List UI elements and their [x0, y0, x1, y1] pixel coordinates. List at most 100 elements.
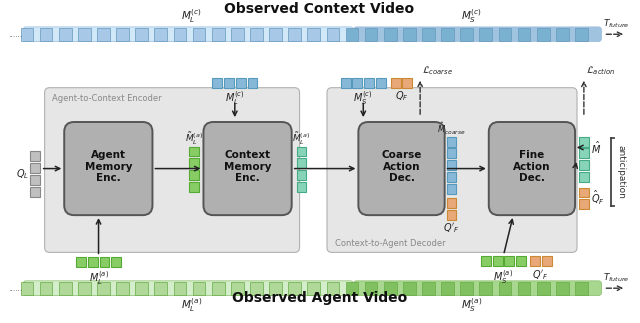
Bar [224, 78, 234, 88]
Bar [579, 137, 589, 147]
Text: $M_L^{(c)}$: $M_L^{(c)}$ [181, 7, 202, 25]
FancyBboxPatch shape [45, 88, 300, 252]
Bar [296, 158, 307, 168]
Bar [579, 188, 589, 197]
Bar [154, 28, 167, 41]
Bar [173, 28, 186, 41]
Text: $T_{future}$: $T_{future}$ [604, 18, 630, 30]
Bar [364, 78, 374, 88]
Bar [447, 198, 456, 208]
Text: $M_S^{(c)}$: $M_S^{(c)}$ [461, 7, 481, 25]
FancyBboxPatch shape [23, 27, 353, 42]
Text: Memory: Memory [84, 162, 132, 172]
Text: Context: Context [225, 150, 271, 160]
Bar [447, 172, 456, 182]
Bar [212, 28, 225, 41]
Bar [575, 282, 588, 295]
Text: $Q'_F$: $Q'_F$ [443, 221, 460, 235]
Bar [78, 282, 91, 295]
Text: Fine: Fine [519, 150, 545, 160]
Bar [422, 28, 435, 41]
FancyBboxPatch shape [23, 281, 353, 296]
Bar [99, 257, 109, 267]
Text: anticipation: anticipation [617, 145, 626, 199]
Bar [30, 175, 40, 185]
Bar [30, 187, 40, 196]
Bar [579, 172, 589, 182]
Bar [391, 78, 401, 88]
Bar [447, 137, 456, 147]
FancyBboxPatch shape [327, 88, 577, 252]
Bar [541, 256, 552, 266]
Bar [447, 210, 456, 220]
Text: $\hat{M}_{coarse}$: $\hat{M}_{coarse}$ [437, 121, 466, 137]
Bar [59, 28, 72, 41]
FancyBboxPatch shape [204, 122, 292, 215]
Bar [384, 282, 397, 295]
Bar [384, 28, 397, 41]
Text: $\hat{M}$: $\hat{M}$ [591, 140, 601, 156]
Bar [579, 160, 589, 170]
Bar [403, 78, 412, 88]
Text: $T_{future}$: $T_{future}$ [604, 272, 630, 284]
Bar [40, 282, 52, 295]
Bar [365, 282, 378, 295]
Bar [460, 282, 473, 295]
Text: Dec.: Dec. [519, 173, 545, 183]
Bar [353, 78, 362, 88]
Bar [447, 160, 456, 170]
Bar [135, 282, 148, 295]
Bar [40, 28, 52, 41]
Bar [307, 28, 320, 41]
Text: ......: ...... [8, 30, 22, 39]
FancyBboxPatch shape [489, 122, 575, 215]
Text: Coarse: Coarse [381, 150, 422, 160]
Text: $\mathcal{L}_{action}$: $\mathcal{L}_{action}$ [586, 64, 615, 77]
Bar [556, 28, 569, 41]
Bar [135, 28, 148, 41]
Bar [116, 28, 129, 41]
Text: Memory: Memory [224, 162, 271, 172]
Bar [193, 28, 205, 41]
Text: Enc.: Enc. [96, 173, 121, 183]
Bar [189, 147, 198, 156]
Bar [269, 282, 282, 295]
Text: $Q_L$: $Q_L$ [16, 167, 29, 181]
FancyBboxPatch shape [353, 27, 602, 42]
Bar [518, 282, 531, 295]
Text: $\tilde{M}_L^{(a)}$: $\tilde{M}_L^{(a)}$ [184, 130, 203, 147]
Bar [575, 28, 588, 41]
Bar [88, 257, 97, 267]
Bar [441, 282, 454, 295]
Text: $\hat{Q}_F$: $\hat{Q}_F$ [591, 190, 605, 207]
Bar [20, 282, 33, 295]
Bar [346, 282, 358, 295]
Bar [537, 282, 550, 295]
Text: $M_L^{(c)}$: $M_L^{(c)}$ [225, 90, 244, 108]
FancyBboxPatch shape [353, 281, 602, 296]
Bar [340, 78, 351, 88]
Text: Action: Action [513, 162, 550, 172]
Bar [231, 28, 244, 41]
FancyBboxPatch shape [358, 122, 445, 215]
Bar [193, 282, 205, 295]
Bar [307, 282, 320, 295]
Bar [30, 163, 40, 173]
Bar [447, 184, 456, 193]
Bar [288, 282, 301, 295]
Bar [173, 282, 186, 295]
Bar [288, 28, 301, 41]
Bar [481, 256, 491, 266]
Bar [530, 256, 540, 266]
Bar [326, 28, 339, 41]
Bar [516, 256, 526, 266]
FancyBboxPatch shape [64, 122, 152, 215]
Bar [441, 28, 454, 41]
Bar [231, 282, 244, 295]
Bar [212, 78, 222, 88]
Bar [250, 28, 263, 41]
Bar [296, 147, 307, 156]
Bar [248, 78, 257, 88]
Bar [296, 182, 307, 192]
Bar [326, 282, 339, 295]
